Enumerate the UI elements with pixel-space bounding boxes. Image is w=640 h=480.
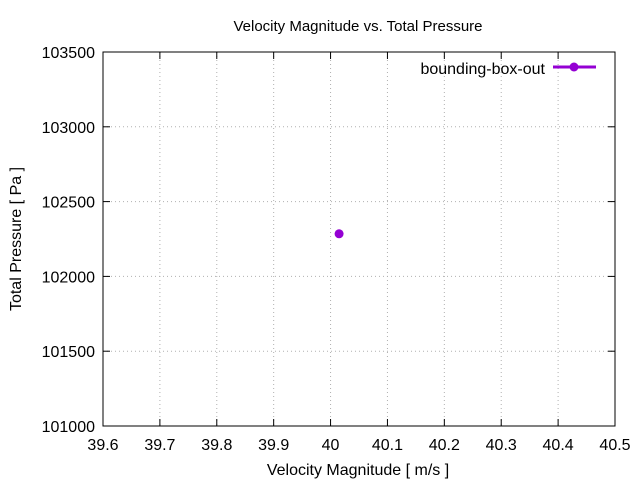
x-tick-label: 40 xyxy=(322,437,340,454)
grid-layer xyxy=(103,52,615,426)
y-axis-label: Total Pressure [ Pa ] xyxy=(8,167,25,311)
x-tick-label: 40.3 xyxy=(486,437,517,454)
x-tick-label: 40.4 xyxy=(543,437,574,454)
x-tick-label: 39.9 xyxy=(258,437,289,454)
x-tick-label: 39.8 xyxy=(201,437,232,454)
y-tick-label: 102000 xyxy=(42,269,95,286)
y-tick-label: 101500 xyxy=(42,344,95,361)
x-tick-label: 39.7 xyxy=(144,437,175,454)
chart-title: Velocity Magnitude vs. Total Pressure xyxy=(233,18,482,35)
y-tick-label: 102500 xyxy=(42,195,95,212)
x-axis-label: Velocity Magnitude [ m/s ] xyxy=(267,462,449,479)
data-point xyxy=(334,229,344,239)
x-tick-label: 40.2 xyxy=(429,437,460,454)
data-layer xyxy=(334,229,344,239)
y-tick-label: 103000 xyxy=(42,120,95,137)
x-tick-label: 40.5 xyxy=(599,437,630,454)
tick-layer: 39.6 39.7 39.8 39.9 40 40.1 40.2 40.3 40.4 40.5 10… xyxy=(42,45,631,454)
legend: bounding-box-out xyxy=(420,61,596,78)
legend-label-bounding-box-out: bounding-box-out xyxy=(420,61,545,78)
y-tick-label: 103500 xyxy=(42,45,95,62)
legend-marker-bounding-box-out xyxy=(569,62,579,72)
y-tick-label: 101000 xyxy=(42,419,95,436)
x-tick-label: 40.1 xyxy=(372,437,403,454)
x-tick-label: 39.6 xyxy=(87,437,118,454)
plot-frame xyxy=(102,51,616,427)
